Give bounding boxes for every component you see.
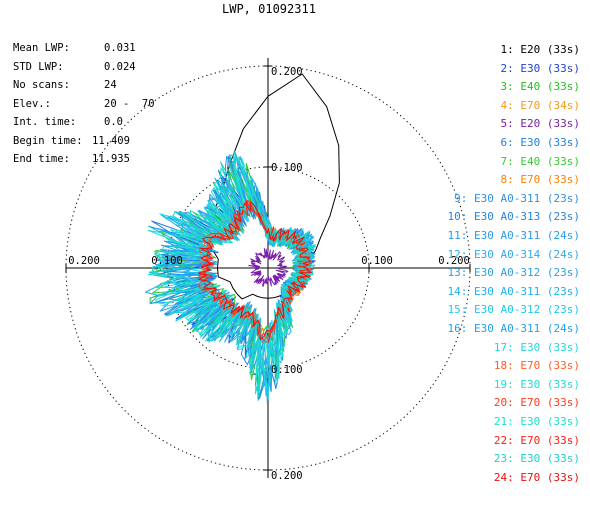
stat-value: 0.024 <box>104 60 136 73</box>
series-trace-20 <box>198 199 313 340</box>
tick-labels: 0.200 0.100 0.200 0.100 0.100 0.200 0.100 0.200 <box>68 66 470 482</box>
tick-label-inner-right: 0.100 <box>361 255 393 267</box>
tick-label-inner-left: 0.100 <box>151 255 183 267</box>
stat-label: Int. time: <box>13 116 77 128</box>
legend-entry: 20: E70 (33s) <box>493 396 580 410</box>
legend-entry: 19: E30 (33s) <box>493 377 580 391</box>
tick-label-left: 0.200 <box>68 255 100 267</box>
tick-label-bottom: 0.200 <box>271 470 303 482</box>
tick-label-top: 0.200 <box>271 66 303 78</box>
stat-label: Mean LWP: <box>13 42 70 54</box>
series-trace-24 <box>197 201 313 341</box>
stat-value: 0.031 <box>104 42 136 54</box>
legend-entry: 13: E30 A0-312 (23s) <box>447 266 580 280</box>
legend-entry: 18: E70 (33s) <box>493 359 580 373</box>
legend-entry: 16: E30 A0-311 (24s) <box>447 322 580 335</box>
legend-entry: 4: E70 (34s) <box>500 98 580 112</box>
legend-entry: 6: E30 (33s) <box>500 136 580 149</box>
tick-label-inner-top: 0.100 <box>271 162 303 174</box>
legend-entry: 23: E30 (33s) <box>493 452 580 466</box>
stat-label: No scans: <box>13 79 70 91</box>
stat-value: 11.409 <box>92 134 130 147</box>
stat-value: 20 - 70 <box>104 97 155 110</box>
polar-axes <box>65 58 471 478</box>
legend-entry: 15: E30 A0-312 (23s) <box>447 303 580 317</box>
stat-value: 11.935 <box>92 153 130 165</box>
legend-entry: 8: E70 (33s) <box>500 173 580 187</box>
legend-entry: 17: E30 (33s) <box>493 340 580 354</box>
legend-entry: 2: E30 (33s) <box>500 61 580 75</box>
stat-value: 0.0 <box>104 116 123 128</box>
legend-entry: 24: E70 (33s) <box>493 470 580 484</box>
legend-entry: 10: E30 A0-313 (23s) <box>447 210 580 224</box>
legend-entry: 3: E40 (33s) <box>500 80 580 94</box>
legend-entry: 5: E20 (33s) <box>500 117 580 131</box>
series-trace-5 <box>248 248 289 287</box>
stat-label: STD LWP: <box>13 60 64 73</box>
stat-label: End time: <box>13 153 70 165</box>
legend-entry: 14: E30 A0-311 (23s) <box>447 284 580 298</box>
stat-value: 24 <box>104 79 117 91</box>
legend-entry: 9: E30 A0-311 (23s) <box>454 191 580 205</box>
stat-label: Elev.: <box>13 97 51 110</box>
legend-entry: 11: E30 A0-311 (24s) <box>447 229 580 242</box>
legend-entry: 1: E20 (33s) <box>500 43 580 56</box>
legend-entry: 21: E30 (33s) <box>493 415 580 428</box>
tick-label-inner-bottom: 0.100 <box>271 364 303 376</box>
chart-title: LWP, 01092311 <box>222 2 316 16</box>
series-traces <box>145 73 340 405</box>
legend-entry: 22: E70 (33s) <box>493 433 580 447</box>
stat-label: Begin time: <box>13 134 83 147</box>
tick-label-right: 0.200 <box>438 255 470 267</box>
legend-entry: 12: E30 A0-314 (24s) <box>447 247 580 261</box>
legend-entry: 7: E40 (33s) <box>500 154 580 168</box>
